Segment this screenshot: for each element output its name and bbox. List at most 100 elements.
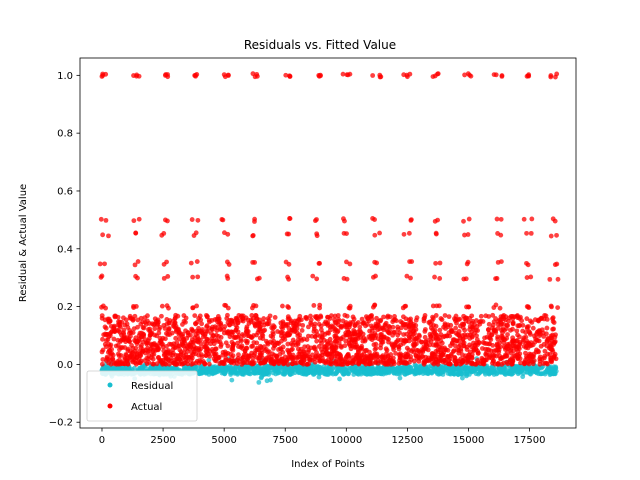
- actual-point: [441, 357, 447, 363]
- actual-point: [528, 318, 533, 324]
- actual-point: [152, 326, 158, 332]
- actual-point: [371, 353, 376, 358]
- y-tick-label: 0.4: [57, 244, 73, 255]
- actual-point: [495, 334, 500, 340]
- actual-point: [203, 352, 209, 358]
- actual-point: [422, 339, 428, 345]
- actual-point: [221, 327, 227, 332]
- actual-point: [342, 322, 348, 328]
- actual-point: [502, 337, 508, 343]
- actual-point: [285, 316, 291, 322]
- actual-point: [452, 316, 457, 322]
- actual-point: [293, 342, 299, 348]
- actual-point: [171, 343, 176, 349]
- residual-point: [337, 376, 342, 382]
- actual-point: [552, 339, 558, 344]
- actual-point: [342, 218, 347, 224]
- actual-point: [115, 351, 121, 357]
- actual-point: [190, 351, 196, 357]
- actual-point: [401, 332, 406, 337]
- actual-point: [150, 356, 156, 362]
- actual-point: [108, 342, 114, 348]
- actual-point: [196, 352, 202, 358]
- residual-point: [372, 366, 378, 372]
- residual-point: [207, 365, 213, 370]
- residual-point: [434, 369, 440, 375]
- actual-point: [295, 333, 301, 339]
- actual-point: [349, 342, 355, 348]
- legend-box: [86, 370, 198, 422]
- actual-point: [423, 327, 428, 332]
- actual-point: [516, 323, 522, 329]
- actual-point: [551, 326, 556, 332]
- actual-point: [529, 216, 535, 222]
- actual-point: [177, 361, 183, 367]
- actual-point: [332, 344, 337, 349]
- actual-point: [526, 73, 532, 79]
- actual-point: [260, 336, 266, 341]
- actual-point: [429, 356, 434, 362]
- actual-point: [304, 361, 310, 367]
- actual-point: [432, 274, 437, 280]
- actual-point: [341, 276, 347, 281]
- actual-point: [344, 361, 350, 367]
- actual-point: [374, 354, 380, 360]
- residual-point: [144, 366, 149, 372]
- actual-point: [149, 330, 155, 336]
- actual-point: [505, 332, 510, 337]
- actual-point: [384, 361, 390, 367]
- residual-point: [316, 366, 322, 372]
- actual-point: [458, 323, 463, 329]
- actual-point: [491, 305, 497, 310]
- actual-point: [283, 322, 289, 327]
- actual-point: [380, 354, 385, 360]
- actual-point: [536, 338, 542, 344]
- actual-point: [548, 73, 554, 78]
- actual-point: [466, 304, 472, 310]
- residual-point: [304, 369, 309, 375]
- actual-point: [162, 72, 168, 78]
- residual-point: [364, 371, 370, 377]
- actual-point: [373, 359, 379, 365]
- actual-point: [531, 358, 537, 363]
- actual-point: [367, 314, 373, 319]
- actual-point: [333, 359, 339, 364]
- actual-point: [164, 344, 169, 349]
- actual-point: [329, 359, 334, 365]
- residual-point: [273, 365, 278, 370]
- actual-point: [435, 347, 441, 353]
- actual-point: [117, 329, 123, 335]
- residual-point: [441, 365, 446, 371]
- plot-frame: [79, 57, 577, 429]
- actual-point: [437, 357, 443, 363]
- actual-point: [356, 348, 361, 354]
- actual-point: [256, 347, 262, 353]
- actual-point: [318, 327, 324, 333]
- actual-point: [132, 360, 138, 366]
- actual-point: [333, 320, 339, 326]
- actual-point: [550, 216, 556, 222]
- actual-point: [411, 342, 417, 348]
- actual-point: [309, 333, 315, 339]
- actual-point: [105, 349, 111, 355]
- residual-point: [501, 370, 507, 375]
- actual-point: [342, 312, 348, 318]
- actual-point: [262, 327, 268, 333]
- actual-point: [524, 275, 530, 280]
- actual-point: [450, 329, 456, 335]
- actual-point: [433, 343, 439, 348]
- actual-point: [287, 73, 292, 79]
- residual-point: [317, 370, 323, 376]
- actual-point: [401, 314, 406, 320]
- actual-point: [381, 336, 386, 342]
- actual-point: [525, 360, 531, 365]
- actual-point: [390, 332, 396, 338]
- actual-point: [133, 273, 139, 279]
- residual-point: [551, 369, 557, 375]
- actual-point: [432, 218, 438, 224]
- actual-point: [475, 350, 481, 356]
- actual-point: [361, 335, 366, 341]
- actual-point: [189, 361, 194, 367]
- actual-point: [530, 325, 536, 331]
- actual-point: [383, 346, 389, 352]
